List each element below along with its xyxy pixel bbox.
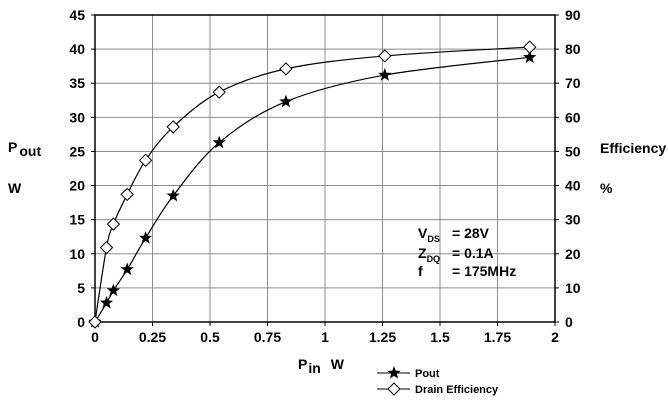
- data-point-drain-efficiency: [166, 120, 180, 134]
- data-point-pout: [523, 50, 537, 63]
- x-tick-label: 0.25: [139, 329, 166, 345]
- data-point-pout: [120, 262, 134, 276]
- data-point-drain-efficiency: [99, 240, 114, 255]
- left-y-tick-label: 0: [77, 314, 85, 330]
- data-point-pout: [279, 94, 293, 108]
- left-y-axis-unit: W: [8, 180, 22, 196]
- x-tick-label: 0.5: [200, 329, 220, 345]
- right-y-tick-label: 0: [565, 314, 573, 330]
- left-y-tick-label: 20: [69, 178, 85, 194]
- annotation-f-value: = 175MHz: [452, 263, 516, 279]
- left-y-tick-label: 35: [69, 75, 85, 91]
- data-point-drain-efficiency: [212, 85, 226, 99]
- x-axis-label: Pin W: [298, 356, 345, 376]
- annotation-vds: VDS: [418, 225, 440, 244]
- left-y-tick-label: 40: [69, 41, 85, 57]
- left-y-axis: 0 5 10 15 20 25 30 35 40 45: [69, 7, 95, 330]
- right-y-tick-label: 50: [565, 143, 581, 159]
- x-tick-label: 1.75: [484, 329, 511, 345]
- annotation-vds-value: = 28V: [452, 225, 490, 241]
- grid: [95, 15, 555, 322]
- x-tick-label: 2: [551, 329, 559, 345]
- series-line-drain-efficiency: [94, 46, 530, 323]
- left-y-tick-label: 45: [69, 7, 85, 23]
- right-y-axis-unit: %: [600, 180, 613, 196]
- data-point-drain-efficiency: [378, 49, 392, 63]
- right-y-axis-label: Efficiency: [600, 140, 666, 156]
- left-y-tick-label: 10: [69, 246, 85, 262]
- right-y-axis: 0 10 20 30 40 50 60 70 80 90: [555, 7, 581, 330]
- legend-marker-drain-efficiency: [387, 382, 401, 396]
- left-y-tick-label: 15: [69, 212, 85, 228]
- annotation-zdq-value: = 0.1A: [452, 245, 494, 261]
- x-tick-label: 1.5: [430, 329, 450, 345]
- legend-label-pout: Pout: [415, 368, 440, 380]
- left-y-tick-label: 30: [69, 109, 85, 125]
- left-y-tick-label: 25: [69, 143, 85, 159]
- right-y-tick-label: 30: [565, 212, 581, 228]
- series-markers: [88, 40, 537, 329]
- x-tick-label: 0: [91, 329, 99, 345]
- x-tick-label: 0.75: [254, 329, 281, 345]
- legend-label-drain-efficiency: Drain Efficiency: [415, 384, 499, 396]
- data-point-drain-efficiency: [88, 315, 102, 329]
- data-point-pout: [99, 295, 114, 309]
- x-tick-label: 1.25: [369, 329, 396, 345]
- data-point-drain-efficiency: [138, 153, 153, 168]
- conditions-annotation: VDS = 28V ZDQ = 0.1A f = 175MHz: [418, 225, 516, 279]
- legend-marker-pout: [387, 366, 401, 379]
- data-point-drain-efficiency: [106, 217, 121, 231]
- series-curves: [94, 46, 530, 323]
- left-y-tick-label: 5: [77, 280, 85, 296]
- data-point-pout: [106, 283, 121, 297]
- right-y-tick-label: 80: [565, 41, 581, 57]
- data-point-drain-efficiency: [120, 187, 134, 202]
- annotation-zdq: ZDQ: [418, 245, 440, 264]
- right-y-tick-label: 70: [565, 75, 581, 91]
- data-point-drain-efficiency: [522, 40, 537, 54]
- data-point-pout: [138, 231, 153, 244]
- right-y-tick-label: 10: [565, 280, 581, 296]
- data-point-pout: [212, 135, 226, 149]
- x-axis: 0 0.25 0.5 0.75 1 1.25 1.5 1.75 2: [91, 322, 559, 345]
- data-point-drain-efficiency: [279, 62, 293, 76]
- annotation-f: f: [418, 263, 423, 279]
- right-y-tick-label: 60: [565, 109, 581, 125]
- data-point-pout: [166, 188, 180, 202]
- right-y-tick-label: 90: [565, 7, 581, 23]
- series-line-pout: [94, 56, 530, 323]
- data-point-pout: [378, 68, 392, 81]
- right-y-tick-label: 40: [565, 178, 581, 194]
- x-tick-label: 1: [321, 329, 329, 345]
- right-y-tick-label: 20: [565, 246, 581, 262]
- legend: Pout Drain Efficiency: [377, 366, 499, 396]
